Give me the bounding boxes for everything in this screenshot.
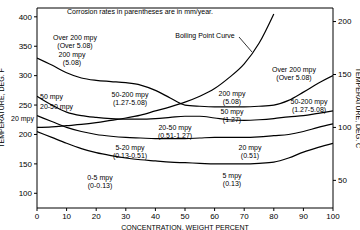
svg-text:20 mpy(0.51): 20 mpy(0.51)	[239, 144, 262, 160]
svg-text:50 mpy(1.27): 50 mpy(1.27)	[221, 108, 244, 124]
svg-text:200: 200	[338, 17, 352, 26]
svg-text:5-20 mpy(0.13-0.51): 5-20 mpy(0.13-0.51)	[113, 144, 147, 160]
svg-text:50: 50	[181, 212, 190, 221]
svg-text:Over 200 mpy(Over 5.08): Over 200 mpy(Over 5.08)	[53, 34, 97, 50]
svg-text:70: 70	[240, 212, 249, 221]
svg-text:10: 10	[62, 212, 71, 221]
svg-text:Corrosion rates in parentheses: Corrosion rates in parentheses are in mm…	[67, 8, 213, 16]
svg-text:TEMPERATURE, DEG. F: TEMPERATURE, DEG. F	[0, 68, 5, 148]
svg-text:200 mpy(5.08): 200 mpy(5.08)	[219, 90, 246, 106]
svg-text:100: 100	[19, 189, 33, 198]
svg-text:90: 90	[299, 212, 308, 221]
svg-text:100: 100	[338, 123, 352, 132]
svg-text:200 mpy(5.08): 200 mpy(5.08)	[59, 51, 86, 67]
svg-text:TEMPERATURE, DEG. C: TEMPERATURE, DEG. C	[355, 68, 360, 148]
svg-text:Over 200 mpy(Over 5.08): Over 200 mpy(Over 5.08)	[272, 66, 316, 82]
svg-text:20-50 mpy: 20-50 mpy	[40, 103, 74, 111]
svg-text:20-50 mpy(0.51-1.27): 20-50 mpy(0.51-1.27)	[158, 124, 192, 140]
svg-text:60: 60	[210, 212, 219, 221]
svg-text:20 mpy: 20 mpy	[11, 115, 34, 123]
svg-text:Boiling Point Curve: Boiling Point Curve	[175, 32, 235, 40]
svg-text:50: 50	[338, 176, 347, 185]
svg-text:50-200 mpy(1.27-5.08): 50-200 mpy(1.27-5.08)	[112, 91, 149, 107]
svg-text:350: 350	[19, 42, 33, 51]
svg-text:CONCENTRATION, WEIGHT PERCENT: CONCENTRATION, WEIGHT PERCENT	[121, 224, 249, 230]
svg-text:0-5 mpy(0-0.13): 0-5 mpy(0-0.13)	[87, 174, 113, 190]
svg-text:80: 80	[269, 212, 278, 221]
svg-text:40: 40	[151, 212, 160, 221]
svg-text:400: 400	[19, 13, 33, 22]
svg-text:5 mpy(0.13): 5 mpy(0.13)	[222, 172, 242, 188]
svg-text:250: 250	[19, 101, 33, 110]
svg-text:50-200 mpy(1.27-5.08): 50-200 mpy(1.27-5.08)	[291, 98, 328, 114]
svg-text:50 mpy: 50 mpy	[40, 93, 63, 101]
svg-text:200: 200	[19, 130, 33, 139]
svg-text:0: 0	[35, 212, 40, 221]
svg-text:150: 150	[19, 160, 33, 169]
svg-text:30: 30	[121, 212, 130, 221]
svg-text:100: 100	[326, 212, 340, 221]
svg-text:20: 20	[92, 212, 101, 221]
svg-text:150: 150	[338, 70, 352, 79]
svg-text:300: 300	[19, 71, 33, 80]
